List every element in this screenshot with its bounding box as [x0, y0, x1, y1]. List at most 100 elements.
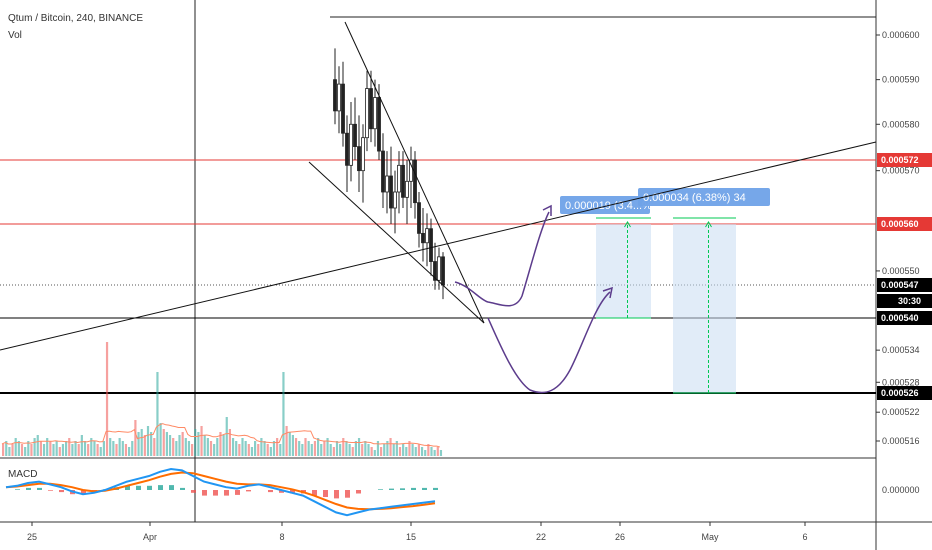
- volume-bar: [93, 441, 95, 456]
- time-tick-label: 6: [802, 532, 807, 542]
- volume-bar: [286, 426, 288, 456]
- volume-bar: [371, 447, 373, 456]
- volume-bar: [267, 444, 269, 456]
- countdown-tag: 30:30: [898, 296, 921, 306]
- rising-trendline: [0, 142, 876, 350]
- level-tag: 0.000560: [881, 219, 919, 229]
- macd-histogram-bar: [389, 489, 394, 490]
- macd-histogram-bar: [191, 490, 196, 493]
- volume-bar: [103, 441, 105, 456]
- macd-histogram-bar: [213, 490, 218, 496]
- projection-arrow-short: [543, 206, 551, 216]
- volume-bar: [430, 447, 432, 456]
- volume-bar: [355, 441, 357, 456]
- volume-bar: [2, 444, 4, 456]
- volume-bar: [367, 444, 369, 456]
- volume-bar: [232, 438, 234, 456]
- channel-upper-trendline: [345, 22, 484, 323]
- volume-bar: [270, 447, 272, 456]
- volume-bar: [131, 441, 133, 456]
- macd-histogram-bar: [323, 490, 328, 497]
- volume-bar: [405, 447, 407, 456]
- macd-histogram-bar: [356, 490, 361, 494]
- candle-body: [430, 229, 433, 262]
- volume-bar: [251, 447, 253, 456]
- candle-body: [354, 124, 357, 146]
- volume-bar: [245, 441, 247, 456]
- volume-bar: [389, 438, 391, 456]
- volume-bar: [424, 450, 426, 456]
- time-tick-label: 25: [27, 532, 37, 542]
- candle-body: [442, 257, 445, 285]
- candle-body: [370, 89, 373, 129]
- measure-box: [596, 224, 651, 318]
- price-tick-label: 0.000600: [882, 30, 920, 40]
- volume-bar: [260, 438, 262, 456]
- volume-bar: [216, 438, 218, 456]
- volume-bar: [364, 441, 366, 456]
- volume-bar: [374, 450, 376, 456]
- macd-histogram-bar: [246, 490, 251, 491]
- macd-histogram-bar: [422, 488, 427, 490]
- volume-bar: [292, 435, 294, 456]
- volume-bar: [87, 444, 89, 456]
- volume-bar: [49, 441, 51, 456]
- volume-bar: [128, 447, 130, 456]
- price-tick-label: 0.000580: [882, 119, 920, 129]
- macd-label: MACD: [8, 469, 37, 480]
- volume-bar: [295, 438, 297, 456]
- volume-bar: [122, 441, 124, 456]
- macd-histogram-bar: [15, 489, 20, 490]
- volume-bar: [320, 444, 322, 456]
- macd-histogram-bar: [169, 485, 174, 490]
- time-tick-label: 26: [615, 532, 625, 542]
- volume-bar: [84, 441, 86, 456]
- volume-bar: [282, 372, 284, 456]
- candle-body: [346, 133, 349, 165]
- macd-histogram-bar: [224, 490, 229, 496]
- candle-body: [418, 203, 421, 234]
- macd-histogram-bar: [59, 490, 64, 492]
- volume-bar: [437, 447, 439, 456]
- volume-bar: [380, 447, 382, 456]
- volume-bar: [440, 450, 442, 456]
- volume-bar: [412, 444, 414, 456]
- volume-bar: [141, 429, 143, 456]
- volume-bar: [30, 444, 32, 456]
- volume-bar: [175, 441, 177, 456]
- volume-bar: [241, 438, 243, 456]
- volume-bar: [210, 441, 212, 456]
- volume-bar: [207, 438, 209, 456]
- price-tick-label: 0.000570: [882, 166, 920, 176]
- volume-bar: [223, 435, 225, 456]
- volume-bar: [169, 435, 171, 456]
- volume-bar: [333, 447, 335, 456]
- volume-bar: [15, 438, 17, 456]
- volume-bar: [330, 444, 332, 456]
- volume-bar: [248, 444, 250, 456]
- volume-bar: [21, 444, 23, 456]
- candle-body: [422, 233, 425, 242]
- volume-bar: [418, 444, 420, 456]
- volume-bar: [434, 450, 436, 456]
- price-axis: 0.000600 0.000590 0.000580 0.000570 0.000550…: [876, 30, 920, 495]
- macd-histogram-bar: [180, 488, 185, 490]
- volume-bar: [399, 447, 401, 456]
- macd-histogram-bar: [235, 490, 240, 495]
- macd-histogram-bar: [147, 486, 152, 490]
- volume-bar: [106, 342, 108, 456]
- candle-body: [406, 181, 409, 197]
- volume-bar: [156, 372, 158, 456]
- candle-body: [342, 84, 345, 133]
- candle-body: [366, 89, 369, 138]
- volume-bar: [74, 441, 76, 456]
- volume-bar: [163, 429, 165, 456]
- volume-bar: [43, 444, 45, 456]
- level-tag: 0.000572: [881, 155, 919, 165]
- macd-histogram-bar: [345, 490, 350, 498]
- candle-body: [362, 138, 365, 171]
- macd-histogram-bar: [136, 486, 141, 490]
- volume-bar: [301, 444, 303, 456]
- time-tick-label: 8: [279, 532, 284, 542]
